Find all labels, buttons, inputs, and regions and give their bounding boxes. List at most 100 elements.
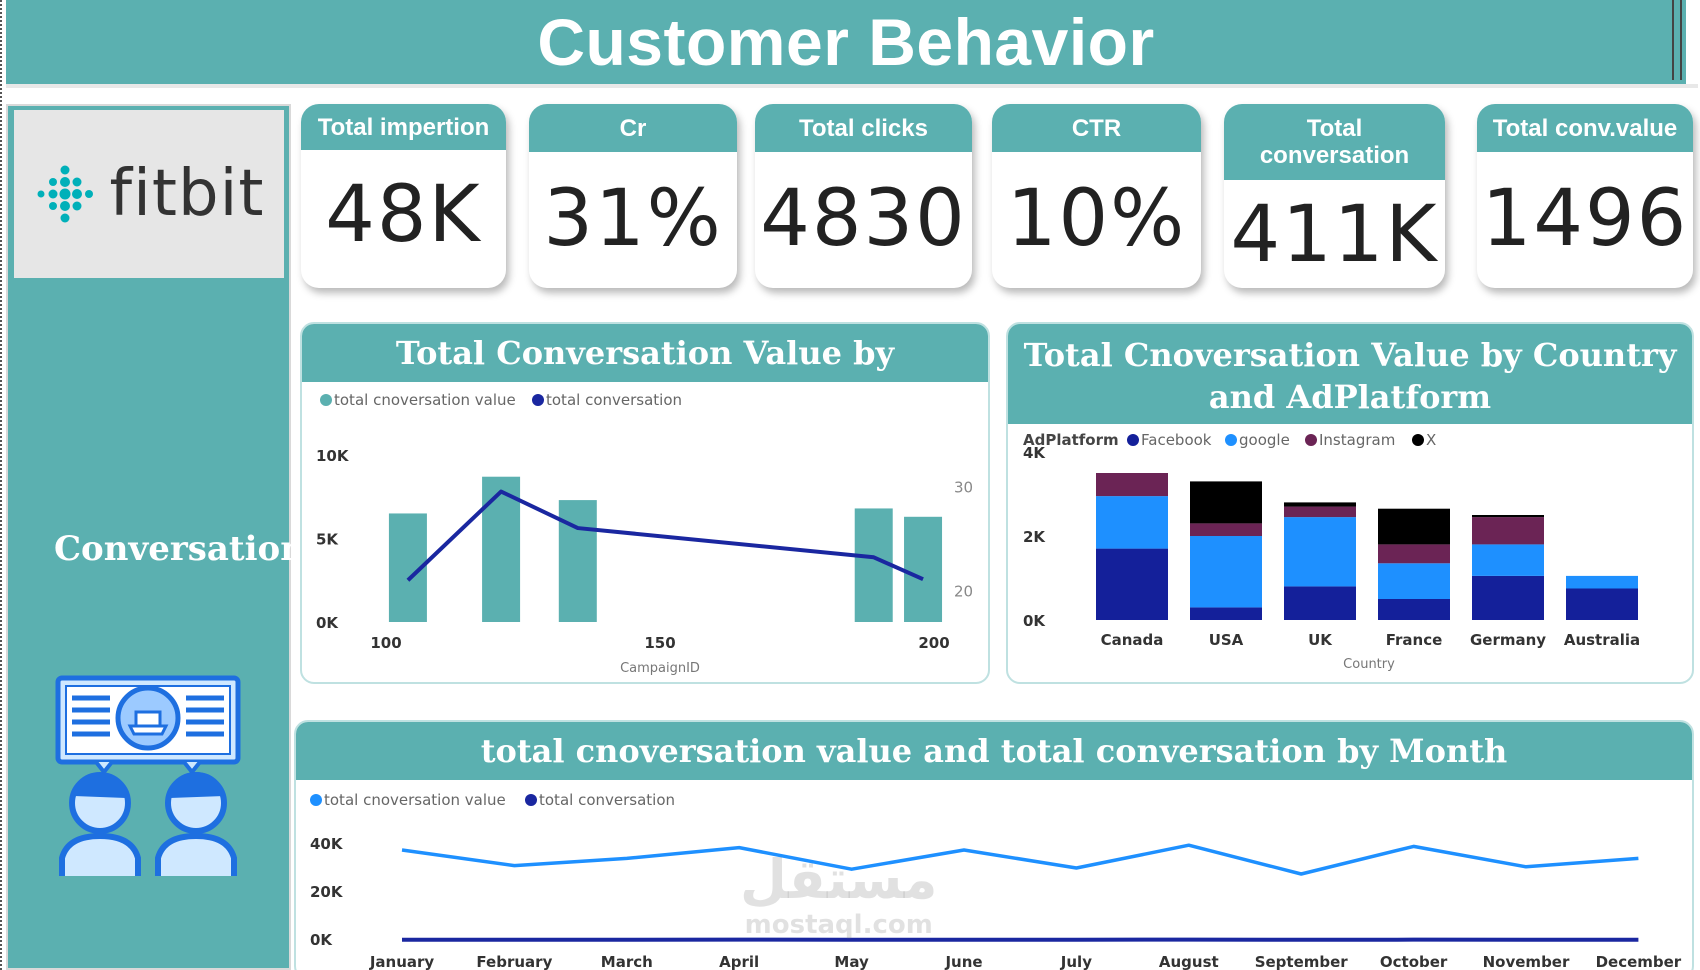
stacked-bar-segment [1284,586,1356,620]
kpi-label: Cr [529,104,737,152]
y-tick-label: 0K [316,614,339,632]
stacked-bar-segment [1472,575,1544,620]
kpi-value: 10% [1006,174,1187,264]
chart-title: total cnoversation value and total conve… [296,722,1692,780]
kpi-value: 1496 [1481,174,1689,264]
stacked-bar-segment [1284,517,1356,587]
page-title: Customer Behavior [537,5,1155,79]
stacked-bar-segment [1472,517,1544,545]
y-tick-label: 4K [1023,444,1046,462]
stacked-bar-segment [1378,599,1450,620]
stacked-bar-segment [1096,496,1168,549]
legend-swatch [1305,434,1317,446]
x-tick-label: March [601,953,653,970]
legend-swatch [532,394,544,406]
bar [558,500,597,622]
kpi-label: CTR [992,104,1201,152]
stacked-bar-segment [1566,575,1638,589]
y-tick-label: 20K [310,883,344,901]
legend-swatch [320,394,332,406]
x-tick-label: January [369,953,435,970]
x-tick-label: May [834,953,869,970]
legend-swatch [310,794,322,806]
stacked-bar-segment [1284,506,1356,518]
x-tick-label: Australia [1564,631,1640,649]
watermark-latin: mostaql.com [744,910,933,940]
legend-title: AdPlatform [1023,431,1119,449]
kpi-label: Total clicks [755,104,972,152]
bar [904,516,943,622]
watermark: مستقل mostaql.com [740,848,938,941]
x-tick-label: 100 [370,634,401,652]
kpi-card-cr: Cr 31% [529,104,737,288]
kpi-card-ctr: CTR 10% [992,104,1201,288]
kpi-label: Total conversation [1224,104,1445,180]
x-tick-label: 150 [644,634,675,652]
stacked-bar-segment [1190,536,1262,608]
month-chart-panel: total cnoversation value and total conve… [294,720,1694,970]
stacked-bar-segment [1284,502,1356,507]
bar [854,508,893,622]
month-chart: total cnoversation value total conversati… [310,791,1682,970]
x-tick-label: UK [1308,631,1333,649]
legend-swatch [525,794,537,806]
campaign-chart: total cnoversation value total conversati… [316,391,973,676]
stacked-bar-segment [1472,544,1544,576]
people-conversation-icon [55,675,241,876]
kpi-card-total-conv-value: Total conv.value 1496 [1477,104,1693,288]
x-tick-label: September [1255,953,1349,970]
x-tick-label: June [944,953,982,970]
legend-swatch [1127,434,1139,446]
kpi-label: Total impertion [301,104,506,150]
chart-title: Total Conversation Value by CampaignID [302,324,988,430]
x-tick-label: Germany [1470,631,1546,649]
x-tick-label: December [1596,953,1682,970]
kpi-value: 411K [1230,190,1439,280]
x-tick-label: October [1380,953,1448,970]
kpi-card-total-conversation: Total conversation 411K [1224,104,1445,288]
y2-tick-label: 20 [954,583,973,601]
kpi-value: 48K [325,170,482,260]
watermark-arabic: مستقل [740,848,938,911]
x-tick-label: Canada [1101,631,1164,649]
legend-label: Instagram [1319,431,1395,449]
y-tick-label: 40K [310,835,344,853]
y2-tick-label: 30 [954,478,973,496]
scrollbar[interactable] [1672,0,1682,80]
frame-edge [0,0,4,970]
kpi-card-total-impertion: Total impertion 48K [301,104,506,288]
legend-label: total cnoversation value [334,391,516,409]
stacked-bar-segment [1190,607,1262,620]
sidebar-label: Conversation [54,529,305,569]
y-tick-label: 10K [316,447,350,465]
sidebar: fitbit Conversation [6,104,305,970]
x-tick-label: August [1159,953,1219,970]
stacked-bar-segment [1378,563,1450,599]
fitbit-dots-icon [37,165,93,223]
stacked-bar-segment [1096,548,1168,620]
legend-label: google [1239,431,1290,449]
stacked-bar-segment [1190,481,1262,524]
x-axis-title: CampaignID [620,661,700,676]
x-axis-title: Country [1343,657,1395,672]
stacked-bar-segment [1566,588,1638,620]
y-tick-label: 0K [310,931,333,949]
stacked-bar-segment [1472,515,1544,518]
legend-label: total conversation [546,391,682,409]
y-tick-label: 0K [1023,612,1046,630]
x-tick-label: April [719,953,759,970]
x-tick-label: USA [1209,631,1244,649]
legend-label: total cnoversation value [324,791,506,809]
series-line [401,843,1639,876]
stacked-bar-segment [1190,523,1262,536]
header-divider [6,84,1698,88]
stacked-bar-segment [1378,508,1450,545]
header-bar: Customer Behavior [6,0,1686,84]
country-chart: AdPlatform Facebook google Instagram X 4K 2K 0K… [1023,431,1640,672]
y-tick-label: 5K [316,531,339,549]
x-tick-label: November [1483,953,1570,970]
stacked-bar-segment [1378,544,1450,564]
legend-label: Facebook [1141,431,1212,449]
country-chart-panel: Total Cnoversation Value by Country and … [1006,322,1694,684]
x-tick-label: July [1060,953,1092,970]
